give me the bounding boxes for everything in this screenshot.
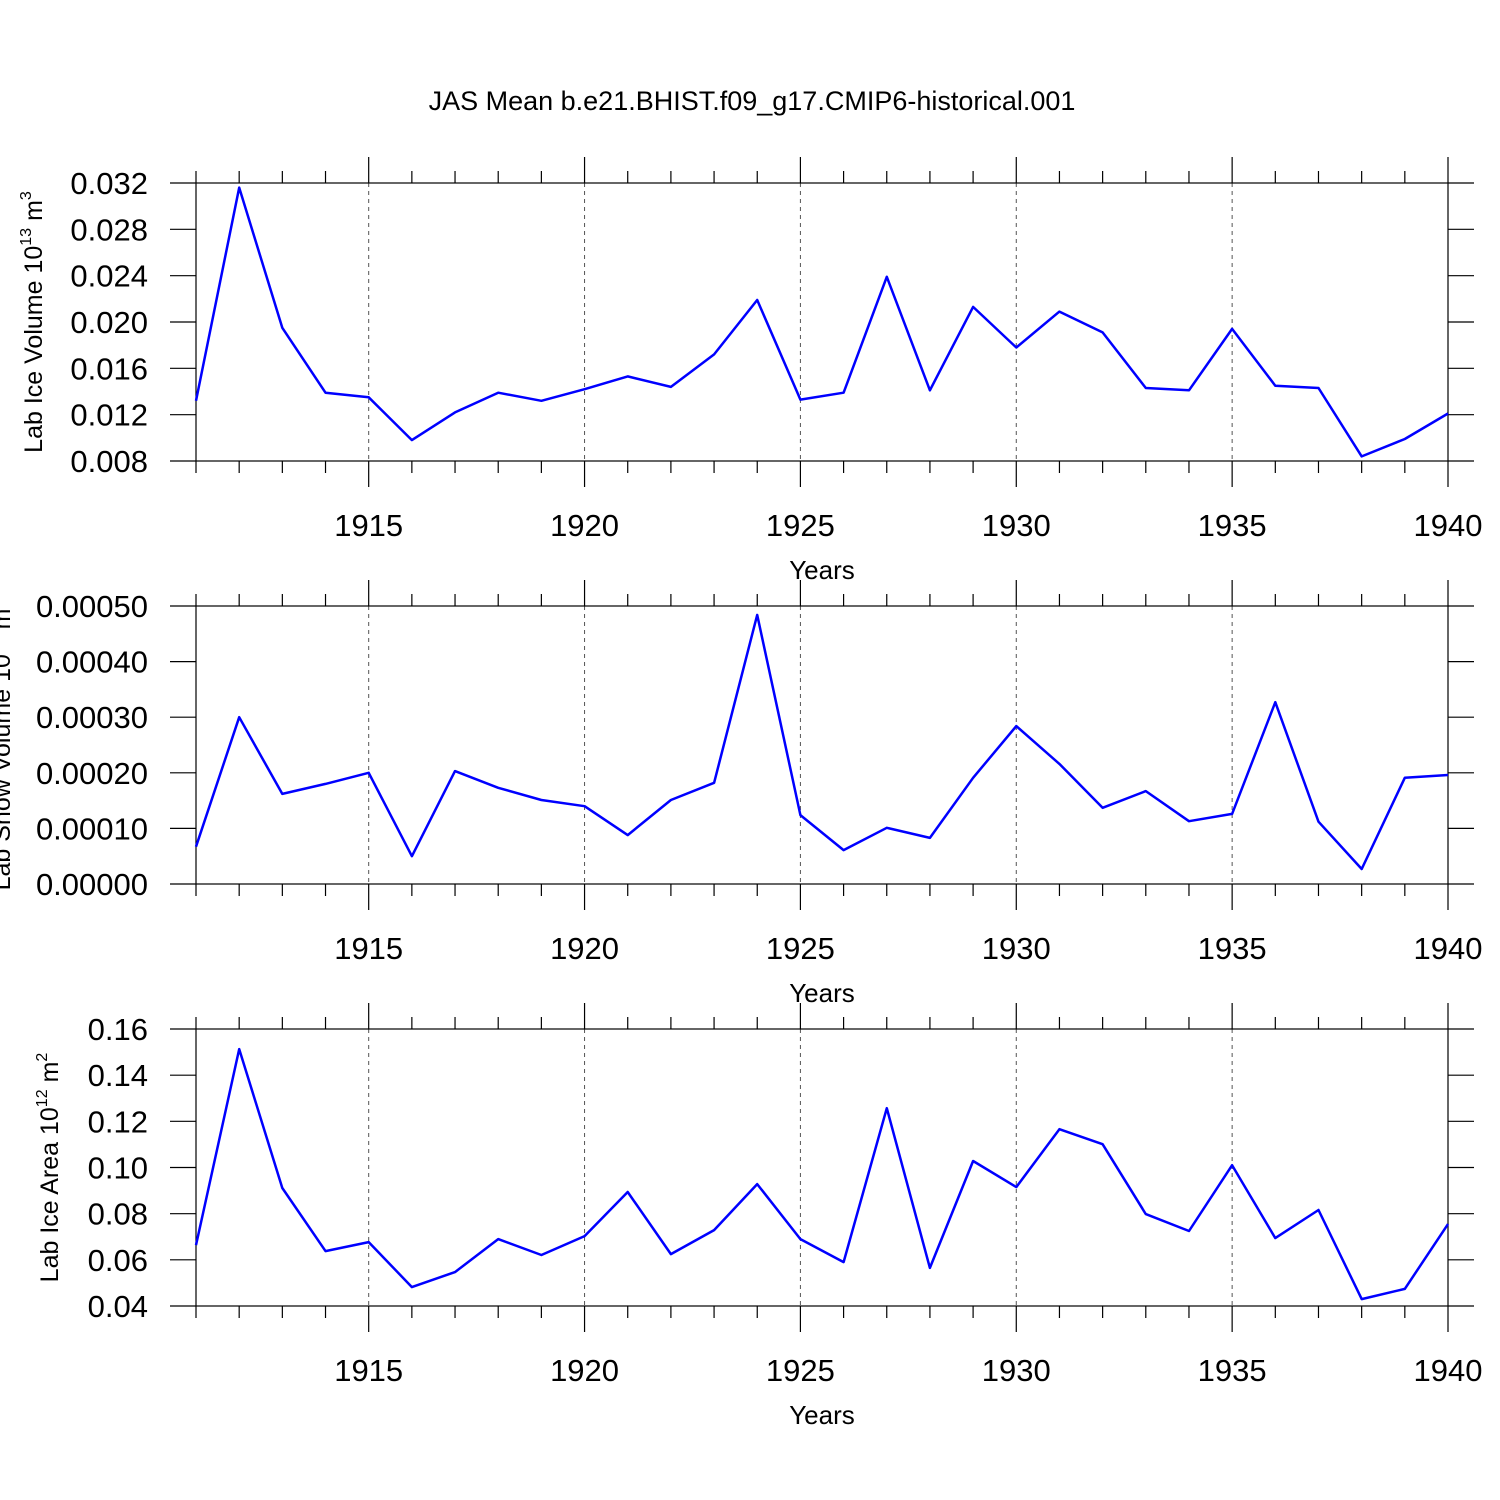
y-label-superscript: 12 bbox=[34, 1089, 51, 1107]
x-tick-label: 1940 bbox=[1414, 1353, 1483, 1388]
y-tick-label: 0.04 bbox=[88, 1289, 148, 1324]
y-tick-label: 0.12 bbox=[88, 1104, 148, 1139]
y-tick-label: 0.00020 bbox=[36, 756, 148, 791]
x-axis-label: Years bbox=[789, 555, 855, 585]
x-axis-label: Years bbox=[789, 1400, 855, 1430]
y-label-superscript: 13 bbox=[0, 636, 3, 654]
y-tick-label: 0.028 bbox=[70, 212, 148, 247]
y-axis-label: Lab Snow Volume 1013 m3 bbox=[0, 600, 16, 891]
plot-frame bbox=[195, 605, 1449, 885]
x-tick-label: 1915 bbox=[334, 1353, 403, 1388]
x-axis-label: Years bbox=[789, 978, 855, 1008]
y-label-text: m bbox=[36, 1062, 64, 1083]
y-label-superscript: 2 bbox=[34, 1053, 51, 1062]
x-tick-label: 1930 bbox=[982, 508, 1051, 543]
y-tick-label: 0.00030 bbox=[36, 700, 148, 735]
x-tick-label: 1920 bbox=[550, 508, 619, 543]
y-label-text: Lab Ice Area 10 bbox=[36, 1107, 64, 1282]
x-tick-label: 1915 bbox=[334, 508, 403, 543]
x-tick-label: 1925 bbox=[766, 931, 835, 966]
y-tick-label: 0.16 bbox=[88, 1012, 148, 1047]
y-tick-label: 0.024 bbox=[70, 259, 148, 294]
y-tick-label: 0.00040 bbox=[36, 645, 148, 680]
y-label-superscript: 3 bbox=[0, 600, 3, 609]
x-tick-label: 1930 bbox=[982, 1353, 1051, 1388]
y-label-text: Lab Ice Volume 10 bbox=[20, 246, 48, 453]
x-tick-label: 1915 bbox=[334, 931, 403, 966]
y-tick-label: 0.00010 bbox=[36, 811, 148, 846]
data-line bbox=[194, 186, 1449, 458]
plot-frame bbox=[195, 1028, 1449, 1307]
y-axis-label: Lab Ice Area 1012 m2 bbox=[34, 1053, 64, 1283]
data-line bbox=[194, 613, 1449, 871]
x-tick-label: 1920 bbox=[550, 931, 619, 966]
data-line bbox=[194, 1047, 1450, 1301]
x-tick-label: 1940 bbox=[1414, 508, 1483, 543]
y-label-text: m bbox=[0, 609, 16, 630]
y-tick-label: 0.020 bbox=[70, 305, 148, 340]
x-tick-label: 1920 bbox=[550, 1353, 619, 1388]
x-tick-label: 1935 bbox=[1198, 931, 1267, 966]
y-tick-label: 0.10 bbox=[88, 1151, 148, 1186]
y-label-superscript: 13 bbox=[18, 228, 35, 246]
x-tick-label: 1935 bbox=[1198, 508, 1267, 543]
y-tick-label: 0.008 bbox=[70, 444, 148, 479]
y-tick-label: 0.016 bbox=[70, 351, 148, 386]
x-tick-label: 1935 bbox=[1198, 1353, 1267, 1388]
y-tick-label: 0.032 bbox=[70, 166, 148, 201]
y-label-superscript: 3 bbox=[18, 191, 35, 200]
x-tick-label: 1925 bbox=[766, 508, 835, 543]
y-tick-label: 0.00000 bbox=[36, 867, 148, 902]
chart-title: JAS Mean b.e21.BHIST.f09_g17.CMIP6-histo… bbox=[429, 86, 1076, 116]
y-label-text: m bbox=[20, 200, 48, 221]
plot-frame bbox=[195, 182, 1449, 462]
y-tick-label: 0.012 bbox=[70, 398, 148, 433]
y-label-text: Lab Snow Volume 10 bbox=[0, 654, 16, 890]
y-tick-label: 0.08 bbox=[88, 1197, 148, 1232]
x-tick-label: 1940 bbox=[1414, 931, 1483, 966]
y-axis-label: Lab Ice Volume 1013 m3 bbox=[18, 191, 48, 453]
y-tick-label: 0.14 bbox=[88, 1058, 148, 1093]
y-tick-label: 0.06 bbox=[88, 1243, 148, 1278]
x-tick-label: 1925 bbox=[766, 1353, 835, 1388]
y-tick-label: 0.00050 bbox=[36, 589, 148, 624]
x-tick-label: 1930 bbox=[982, 931, 1051, 966]
